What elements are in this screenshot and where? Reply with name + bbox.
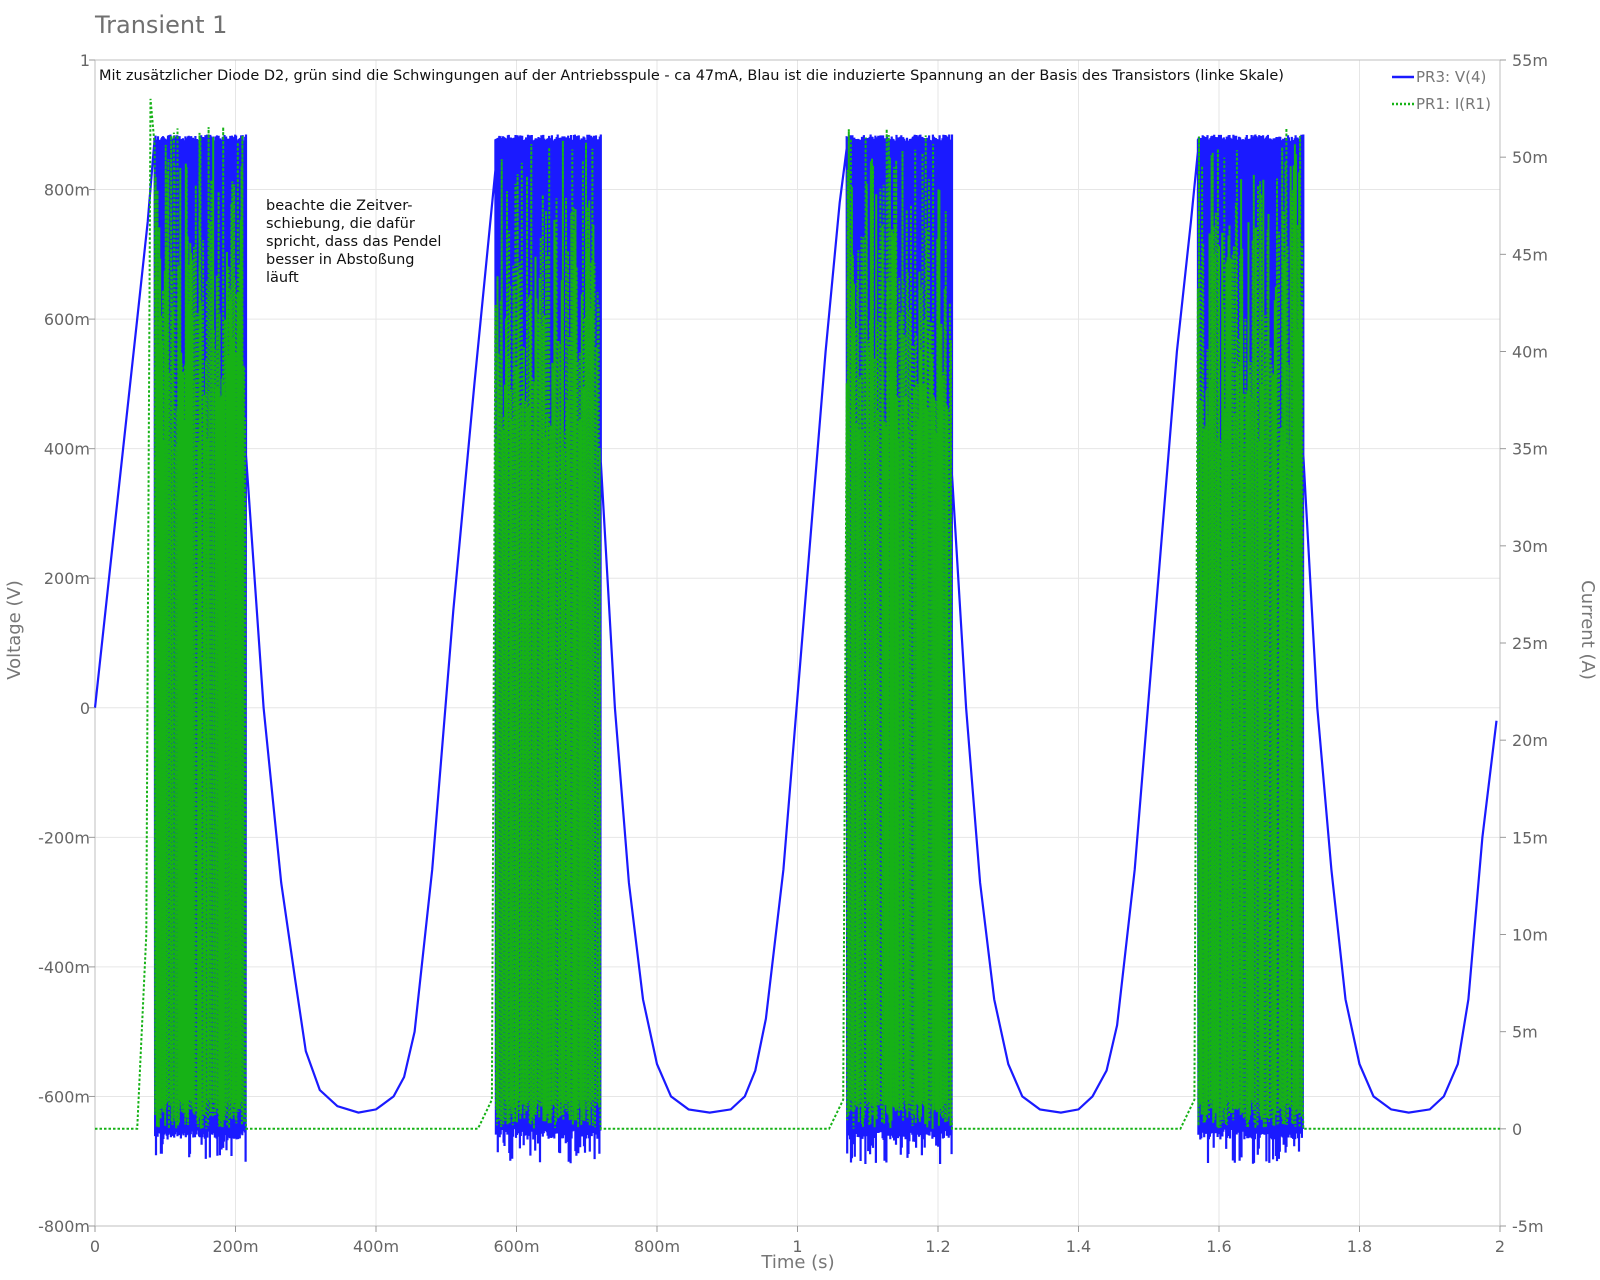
- y-right-tick-label: 50m: [1512, 148, 1548, 167]
- y-left-tick-label: 200m: [44, 569, 90, 588]
- y-right-tick-label: 20m: [1512, 731, 1548, 750]
- chart-title: Transient 1: [94, 11, 227, 39]
- y-right-tick-label: 10m: [1512, 926, 1548, 945]
- y-left-tick-label: 0: [80, 699, 90, 718]
- y-right-tick-label: 40m: [1512, 343, 1548, 362]
- legend-label-pr1: PR1: I(R1): [1416, 95, 1491, 113]
- series-line-pr1-ir1: [95, 98, 1500, 1130]
- y-axis-right-title: Current (A): [1577, 580, 1598, 680]
- y-right-tick-label: 30m: [1512, 537, 1548, 556]
- y-right-tick-label: 55m: [1512, 51, 1548, 70]
- y-right-tick-label: 0: [1512, 1120, 1522, 1139]
- y-right-tick-label: 5m: [1512, 1023, 1538, 1042]
- y-left-tick-label: -800m: [38, 1217, 90, 1236]
- y-right-tick-label: 45m: [1512, 245, 1548, 264]
- y-left-tick-label: -200m: [38, 828, 90, 847]
- x-tick-label: 1: [792, 1237, 802, 1256]
- x-tick-label: 1.6: [1206, 1237, 1231, 1256]
- annotation-note-line: beachte die Zeitver-: [266, 198, 413, 214]
- y-right-tick-label: -5m: [1512, 1217, 1544, 1236]
- x-tick-label: 200m: [212, 1237, 258, 1256]
- x-tick-label: 1.4: [1066, 1237, 1091, 1256]
- x-tick-label: 0: [90, 1237, 100, 1256]
- x-tick-label: 400m: [353, 1237, 399, 1256]
- axes-layer: 0 200m 400m 600m 800m 1 1.2 1.4 1.6 1.8 2 -800m -600…: [38, 51, 1548, 1256]
- x-axis-title: Time (s): [760, 1252, 834, 1273]
- x-tick-label: 600m: [493, 1237, 539, 1256]
- series-layer: [93, 98, 1500, 1165]
- y-left-tick-label: 800m: [44, 181, 90, 200]
- annotation-note-line: besser in Abstoßung: [266, 252, 415, 268]
- y-left-tick-label: 600m: [44, 310, 90, 329]
- x-tick-label: 800m: [634, 1237, 680, 1256]
- annotation-note: beachte die Zeitver- schiebung, die dafü…: [266, 198, 441, 286]
- legend-label-pr3: PR3: V(4): [1416, 68, 1486, 86]
- y-right-tick-label: 35m: [1512, 440, 1548, 459]
- annotation-note-line: spricht, dass das Pendel: [266, 234, 441, 250]
- x-tick-label: 1.2: [925, 1237, 950, 1256]
- annotation-note-line: läuft: [266, 270, 299, 286]
- legend: PR3: V(4) PR1: I(R1): [1392, 68, 1491, 113]
- y-left-tick-label: 400m: [44, 440, 90, 459]
- y-left-tick-label: 1: [80, 51, 90, 70]
- annotation-note-line: schiebung, die dafür: [266, 216, 415, 232]
- x-tick-label: 1.8: [1347, 1237, 1372, 1256]
- y-left-tick-label: -600m: [38, 1087, 90, 1106]
- y-right-tick-label: 25m: [1512, 634, 1548, 653]
- x-tick-label: 2: [1495, 1237, 1505, 1256]
- y-left-tick-label: -400m: [38, 958, 90, 977]
- annotation-top: Mit zusätzlicher Diode D2, grün sind die…: [99, 68, 1284, 84]
- y-right-tick-label: 15m: [1512, 828, 1548, 847]
- y-axis-left-title: Voltage (V): [4, 580, 25, 680]
